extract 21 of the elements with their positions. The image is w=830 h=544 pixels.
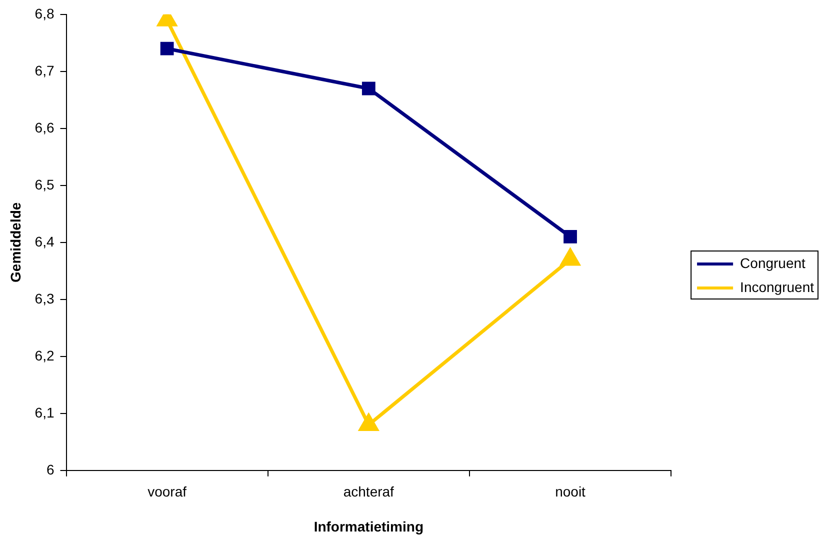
y-tick-label: 6,6 — [34, 119, 54, 136]
point — [560, 248, 580, 266]
y-tick-label: 6 — [46, 461, 54, 478]
point — [160, 42, 174, 56]
y-tick-label: 6,5 — [34, 176, 54, 192]
y-tick-label: 6,1 — [34, 404, 54, 420]
y-tick-label: 6,3 — [34, 290, 54, 306]
legend-label: Congruent — [740, 254, 806, 271]
point — [564, 230, 577, 244]
point — [362, 82, 376, 96]
x-axis-title: Informatietiming — [314, 518, 424, 534]
y-axis-title: Gemiddelde — [7, 202, 24, 282]
point — [359, 414, 378, 432]
legend-label: Incongruent — [740, 278, 814, 295]
y-tick-label: 6,2 — [34, 347, 54, 364]
y-tick-label: 6,7 — [34, 62, 54, 78]
x-tick-label: nooit — [555, 484, 586, 500]
x-tick-label: achteraf — [343, 484, 394, 500]
y-tick-label: 6,4 — [34, 233, 54, 250]
x-tick-label: vooraf — [148, 484, 187, 500]
y-tick-label: 6,8 — [34, 5, 54, 22]
